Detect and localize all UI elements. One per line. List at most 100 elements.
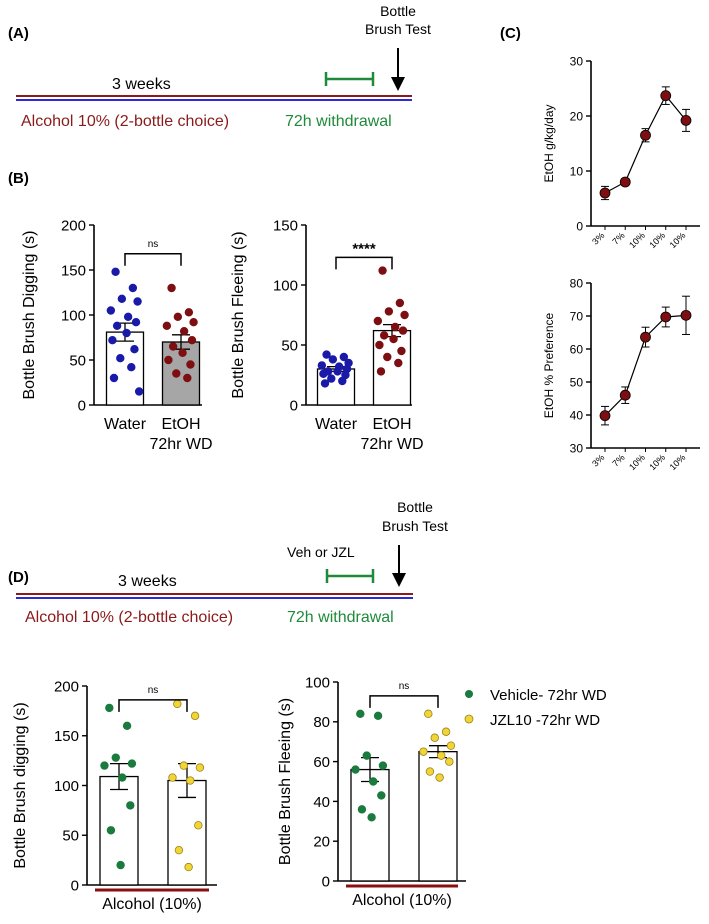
legend-vehicle-label: Vehicle- 72hr WD [490,687,607,704]
c_consumption-y-tick-label: 30 [570,54,584,68]
legend-vehicle-marker [465,690,473,698]
b_fleeing-x-sublabel: 72hr WD [360,436,423,453]
b_fleeing-point [317,361,327,370]
b_fleeing-point [394,358,403,368]
d_fleeing-significance-bracket [369,695,439,708]
c_preference-y-label: EtOH % Preference [542,312,556,418]
b_digging-point [172,369,181,378]
d_fleeing-point [373,711,383,721]
c_preference-point [660,311,672,323]
c_preference-point [680,309,692,321]
timeline-a: Bottle Brush Test 3 weeks Alcohol 10% (2… [16,3,431,130]
b_fleeing-point [384,307,394,316]
legend-jzl-label: JZL10 -72hr WD [490,712,600,729]
legend-jzl-marker [464,714,474,724]
d_fleeing-y-label: Bottle Brush Fleeing (s) [277,698,294,865]
b_digging-point [187,336,197,345]
c_preference-y-tick-label: 50 [570,375,584,389]
c_consumption-y-tick-label: 20 [570,109,584,123]
b_digging-point [112,321,122,330]
b_fleeing-significance-label: **** [352,240,376,257]
d_digging-y-label: Bottle Brush digging (s) [12,702,29,868]
panel-label-d: (D) [8,569,29,586]
d_digging-y-tick-label: 100 [54,778,79,795]
d_digging-point [127,759,137,768]
c_consumption-x-tick-label: 7% [610,230,626,246]
d_digging-significance-label: ns [148,685,159,696]
b_digging-point [186,360,195,369]
b_digging-point [133,297,142,306]
d_fleeing-y-tick-label: 0 [322,873,330,890]
d_digging-y-tick-label: 200 [54,678,79,695]
d_fleeing-significance-label: ns [399,681,410,692]
b_digging-point [116,354,125,363]
timeline-d-withdrawal-label: 72h withdrawal [287,609,394,626]
d_fleeing-point [430,733,439,742]
c_consumption-x-tick-label: 10% [627,230,647,250]
c_consumption-y-tick-label: 0 [576,219,583,233]
d_fleeing-y-tick-label: 40 [313,794,330,811]
timeline-a-arrow-head [391,77,405,91]
b_fleeing-point [397,346,406,356]
timeline-d-alcohol-label: Alcohol 10% (2-bottle choice) [25,609,233,626]
d_fleeing-point [425,767,435,776]
c_consumption-point [599,187,611,199]
c_preference-y-tick-label: 60 [570,342,584,356]
d_fleeing-point [435,773,444,782]
timeline-d-test-label-1: Bottle [397,499,433,515]
b_digging-point [117,294,127,303]
d_fleeing-point [378,761,388,770]
b_fleeing-point [389,334,398,344]
d_digging-x-label: Alcohol (10%) [102,896,202,913]
c_preference-point [619,389,631,401]
d_digging-point [190,711,200,721]
c_consumption-x-tick-label: 10% [647,230,667,250]
b_fleeing-point [379,331,389,340]
b_digging-point [108,336,117,345]
b_digging-point [162,321,172,330]
c_consumption-point [660,90,672,102]
c_consumption-point [619,176,631,188]
c_preference-x-tick-label: 10% [647,452,667,472]
b_digging-y-tick-label: 200 [61,217,86,234]
b_fleeing-point [319,369,328,378]
d_fleeing-point [369,777,378,786]
b_digging-point [111,267,120,276]
d_digging-point [186,776,195,785]
chart-b-digging: 0 50 100 150 200 Bottle Brush Digging (s) Wate… [21,217,213,453]
d_digging-point [116,860,125,870]
d_digging-significance-bracket [118,699,188,712]
d_fleeing-y-tick-label: 100 [305,674,330,691]
d_fleeing-point [377,791,386,800]
timeline-d: Bottle Brush Test Veh or JZL 3 weeks Alc… [16,499,448,626]
d_digging-y-tick-label: 50 [62,828,79,845]
b_digging-y-tick-label: 0 [78,397,86,414]
c_preference-x-tick-label: 7% [610,452,626,468]
c_consumption-x-tick-label: 10% [668,230,688,250]
d_fleeing-point [445,757,454,766]
b_digging-y-label: Bottle Brush Digging (s) [21,231,38,400]
d_fleeing-bar-1 [418,751,458,882]
b_fleeing-y-label: Bottle Brush Fleeing (s) [230,231,247,398]
d_digging-y-tick-label: 150 [54,728,79,745]
b_digging-x-sublabel: 72hr WD [149,436,212,453]
b_fleeing-point [338,376,347,386]
timeline-a-alcohol-label: Alcohol 10% (2-bottle choice) [21,113,229,130]
panel-label-c: (C) [500,25,521,42]
c_preference-point [599,410,611,422]
d_fleeing-point [424,709,433,719]
c_consumption-x-tick-label: 3% [590,230,606,246]
d_fleeing-point [419,747,428,756]
b_fleeing-y-tick-label: 0 [290,397,298,414]
d_digging-point [118,773,127,782]
c_consumption-y-tick-label: 10 [570,164,584,178]
d_digging-point [106,826,116,835]
c_preference-y-tick-label: 80 [570,276,584,290]
b_digging-point [122,328,131,338]
b_fleeing-point [375,340,384,350]
b_fleeing-point [376,367,386,376]
b_fleeing-point [373,316,383,326]
b_digging-point [130,345,139,354]
b_fleeing-point [320,379,330,388]
